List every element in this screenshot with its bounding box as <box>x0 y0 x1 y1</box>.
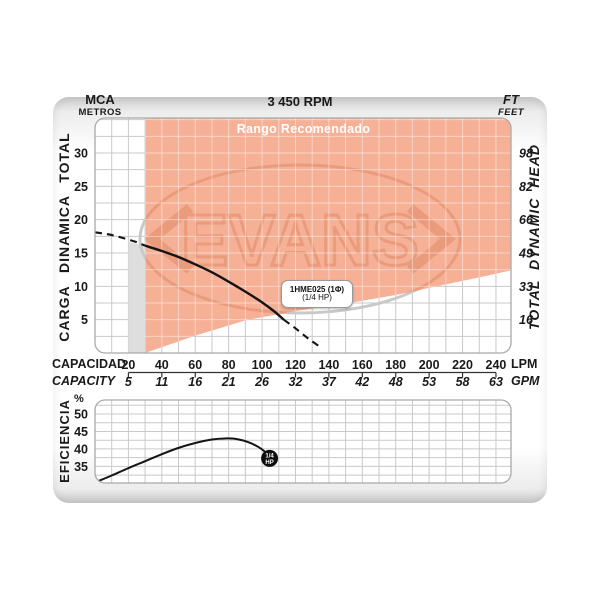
y-axis-label-right: TOTAL DYNAMIC HEAD <box>526 144 542 330</box>
gpm-tick-label: 53 <box>422 375 436 389</box>
efficiency-axis-label: EFICIENCIA <box>57 399 72 483</box>
gray-band <box>128 241 146 353</box>
efficiency-chart-border <box>94 399 512 484</box>
gpm-tick-label: 48 <box>388 375 403 389</box>
efficiency-unit: % <box>74 393 84 405</box>
lpm-tick-label: 140 <box>318 358 339 372</box>
gpm-tick-label: 5 <box>125 375 133 389</box>
marker-label-line: HP <box>265 460 273 466</box>
registered-mark: ® <box>436 234 447 250</box>
right-unit-primary: FT <box>503 92 519 107</box>
watermark-text: EVANS <box>181 201 419 281</box>
chart-title: 3 450 RPM <box>267 94 333 109</box>
mca-tick-label: 5 <box>81 313 88 327</box>
lpm-tick-label: 200 <box>419 358 440 372</box>
evans-watermark: EVANS ® <box>145 163 462 315</box>
recommended-range-region <box>145 118 511 353</box>
efficiency-plot-area <box>95 400 511 483</box>
mca-tick-label: 15 <box>74 247 88 261</box>
lpm-tick-label: 80 <box>222 358 236 372</box>
efficiency-tick-label: 45 <box>74 425 88 439</box>
pump-model-line1: 1HME025 (1Φ) <box>289 285 345 294</box>
marker-label-line: 1/4 <box>265 453 274 459</box>
lpm-tick-label: 120 <box>285 358 306 372</box>
ft-tick-label: 16 <box>519 313 534 327</box>
lpm-tick-label: 240 <box>486 358 507 372</box>
lpm-tick-label: 160 <box>352 358 373 372</box>
ft-tick-label: 82 <box>519 180 533 194</box>
gpm-tick-label: 37 <box>322 375 337 389</box>
recommended-range-label: Rango Recomendado <box>236 122 371 136</box>
quarter-hp-marker: 1/4HP <box>261 449 279 467</box>
efficiency-tick-label: 50 <box>74 407 88 421</box>
ft-tick-label: 49 <box>518 247 533 261</box>
ft-tick-label: 66 <box>519 213 534 227</box>
y-axis-label-left: CARGA DINAMICA TOTAL <box>56 132 72 342</box>
gpm-tick-label: 11 <box>155 375 168 389</box>
mca-tick-label: 20 <box>74 213 88 227</box>
pump-model-line2: (1/4 HP) <box>302 293 332 302</box>
lpm-tick-label: 20 <box>121 358 135 372</box>
gpm-tick-label: 26 <box>254 375 270 389</box>
lpm-tick-label: 220 <box>452 358 473 372</box>
gpm-tick-label: 63 <box>489 375 503 389</box>
gpm-tick-label: 58 <box>456 375 470 389</box>
mca-tick-label: 25 <box>74 180 88 194</box>
right-unit-secondary: FEET <box>498 107 524 118</box>
gpm-tick-label: 32 <box>289 375 303 389</box>
efficiency-gridlines <box>95 400 511 483</box>
x-axis-unit-primary: LPM <box>511 357 538 371</box>
lpm-tick-label: 100 <box>252 358 273 372</box>
ft-tick-label: 33 <box>519 280 533 294</box>
left-unit-secondary: METROS <box>78 107 122 118</box>
efficiency-tick-label: 35 <box>74 460 88 474</box>
mca-tick-label: 30 <box>74 147 88 161</box>
pump-model-label: 1HME025 (1Φ) (1/4 HP) <box>281 280 353 308</box>
head-chart-border <box>94 117 512 354</box>
x-axis-label-secondary: CAPACITY <box>52 374 115 388</box>
ft-tick-label: 98 <box>519 147 533 161</box>
x-axis-label-primary: CAPACIDAD <box>52 357 127 371</box>
left-unit-primary: MCA <box>85 92 115 107</box>
head_dashed_high <box>283 318 323 350</box>
gpm-tick-label: 42 <box>354 375 369 389</box>
mca-tick-label: 10 <box>74 280 88 294</box>
efficiency-curve <box>96 437 271 483</box>
lpm-tick-label: 40 <box>155 358 169 372</box>
gpm-tick-label: 16 <box>188 375 203 389</box>
head-chart-plot-area: EVANS ®EVANS ® <box>95 118 511 353</box>
x-axis-unit-secondary: GPM <box>511 374 540 388</box>
head_solid <box>144 244 285 321</box>
gpm-tick-label: 21 <box>221 375 236 389</box>
head_dashed_low <box>95 231 146 247</box>
lpm-tick-label: 180 <box>385 358 406 372</box>
efficiency-tick-label: 40 <box>74 442 88 456</box>
lpm-tick-label: 60 <box>188 358 202 372</box>
